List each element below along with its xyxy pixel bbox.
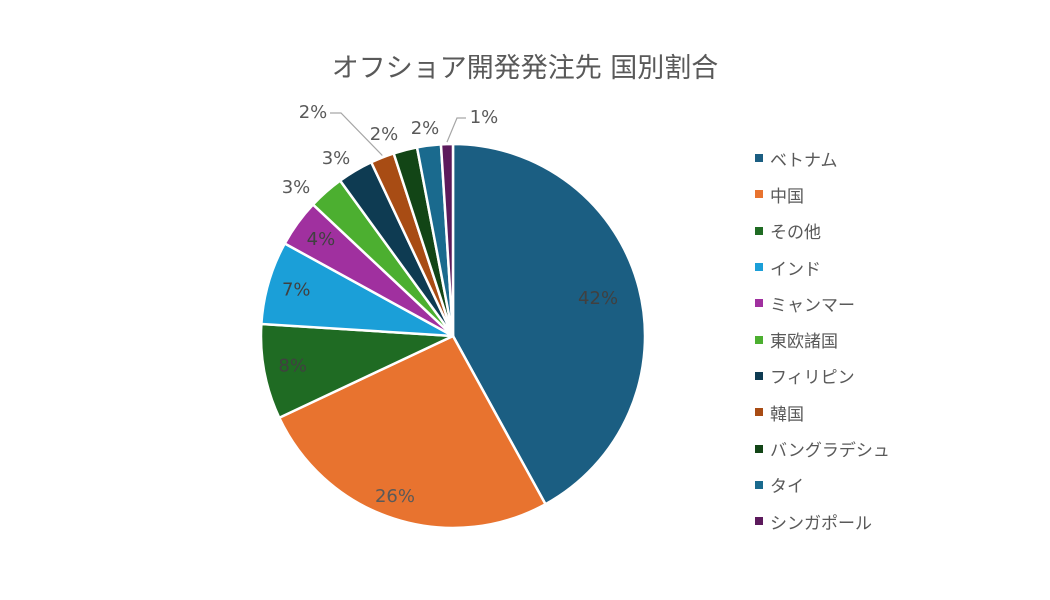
legend-swatch-icon	[755, 299, 763, 308]
legend-item: シンガポール	[755, 503, 890, 539]
legend-label: タイ	[770, 477, 804, 498]
data-label: 3%	[282, 177, 311, 198]
data-label: 7%	[282, 279, 311, 300]
legend-item: ベトナム	[755, 140, 890, 176]
legend-item: インド	[755, 249, 890, 285]
legend: ベトナム中国その他インドミャンマー東欧諸国フィリピン韓国バングラデシュ タイシンガ…	[755, 140, 890, 539]
pie-slice	[277, 334, 548, 530]
legend-swatch-icon	[755, 154, 763, 163]
legend-swatch-icon	[755, 408, 763, 417]
legend-swatch-icon	[755, 517, 763, 526]
legend-item: ミャンマー	[755, 285, 890, 321]
legend-label: シンガポール	[770, 513, 872, 534]
legend-label: その他	[770, 223, 821, 244]
legend-item: 中国	[755, 176, 890, 212]
pie-slice	[259, 322, 454, 420]
leader-lines	[330, 112, 466, 156]
legend-swatch-icon	[755, 226, 763, 235]
leader-line	[446, 117, 466, 143]
legend-swatch-icon	[755, 444, 763, 453]
legend-swatch-icon	[755, 190, 763, 199]
leader-line	[330, 112, 383, 156]
data-label: 2%	[370, 124, 399, 145]
legend-item: バングラデシュ	[755, 430, 890, 466]
legend-swatch-icon	[755, 480, 763, 489]
data-label: 4%	[307, 229, 336, 250]
legend-item: タイ	[755, 467, 890, 503]
legend-label: 中国	[770, 186, 804, 207]
data-label: 1%	[470, 107, 499, 128]
data-label: 2%	[299, 102, 328, 123]
chart-title: オフショア開発発注先 国別割合	[331, 53, 719, 84]
legend-item: フィリピン	[755, 358, 890, 394]
legend-item: 韓国	[755, 394, 890, 430]
legend-label: 韓国	[770, 404, 804, 425]
legend-item: 東欧諸国	[755, 321, 890, 357]
legend-swatch-icon	[755, 371, 763, 380]
pie-slice	[451, 142, 647, 506]
data-label: 3%	[322, 148, 351, 169]
legend-label: ベトナム	[770, 150, 838, 171]
legend-item: その他	[755, 213, 890, 249]
legend-label: ミャンマー	[770, 295, 855, 316]
data-label: 26%	[375, 486, 415, 507]
legend-swatch-icon	[755, 335, 763, 344]
data-label: 2%	[411, 118, 440, 139]
pie-slices	[259, 142, 647, 530]
legend-label: バングラデシュ	[770, 441, 890, 462]
data-labels: 42% 26% 8% 7% 4% 3% 3% 2% 2% 2% 1%	[278, 102, 618, 507]
data-label: 42%	[578, 288, 618, 309]
legend-label: フィリピン	[770, 368, 855, 389]
legend-swatch-icon	[755, 263, 763, 272]
pie-slice	[439, 142, 455, 337]
legend-label: インド	[770, 259, 821, 280]
legend-label: 東欧諸国	[770, 332, 838, 353]
data-label: 8%	[278, 356, 307, 377]
